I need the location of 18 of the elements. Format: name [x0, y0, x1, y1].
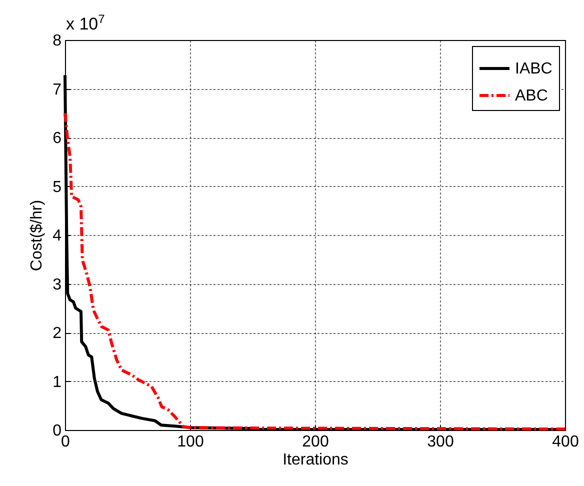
- y-tick-label: 8: [52, 32, 62, 50]
- text: x 10$^{7}$: [66, 12, 105, 35]
- legend-label: IABC: [515, 60, 552, 78]
- y-tick-label: 0: [52, 422, 62, 440]
- y-axis-title: Cost($/hr): [28, 200, 46, 272]
- y-tick-label: 2: [52, 325, 62, 342]
- y-tick-label: 3: [52, 276, 62, 294]
- x-tick-label: 100: [177, 434, 204, 450]
- legend-label: ABC: [515, 88, 548, 104]
- x-tick-label: 400: [552, 434, 579, 450]
- y-tick-label: 7: [52, 81, 62, 98]
- x-axis-title: Iterations: [282, 452, 348, 468]
- y-tick-label: 5: [52, 178, 62, 196]
- y-tick-label: 4: [52, 228, 62, 244]
- x-tick-label: 200: [302, 434, 329, 450]
- x-tick-label: 300: [427, 434, 454, 450]
- y-tick-label: 6: [52, 130, 62, 147]
- y-tick-label: 1: [52, 374, 62, 391]
